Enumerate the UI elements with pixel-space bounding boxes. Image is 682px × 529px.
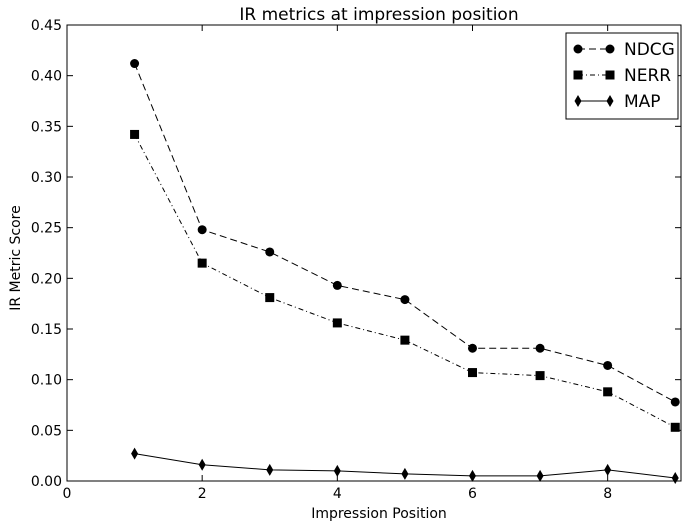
legend-nerr-marker: [605, 70, 615, 80]
legend-nerr-label: NERR: [624, 66, 671, 86]
legend-ndcg-label: NDCG: [624, 40, 675, 60]
legend-map-label: MAP: [624, 92, 661, 112]
y-tick-label: 0.45: [31, 18, 62, 34]
ndcg-data-point: [467, 343, 477, 353]
axes-frame: [66, 24, 682, 482]
nerr-data-point: [130, 129, 140, 139]
legend-map-marker: [574, 95, 582, 107]
y-tick-label: 0.20: [31, 271, 62, 287]
nerr-data-point: [670, 422, 680, 432]
map-data-point: [468, 469, 476, 482]
map-data-point: [604, 463, 612, 476]
nerr-data-point: [603, 387, 613, 397]
x-tick-label: 8: [603, 486, 612, 502]
nerr-series-line: [134, 134, 676, 428]
ndcg-data-point: [400, 295, 410, 305]
legend-ndcg-marker: [573, 44, 583, 54]
map-data-point: [671, 471, 679, 484]
nerr-data-point: [535, 371, 545, 381]
ndcg-data-point: [130, 59, 140, 69]
map-data-point: [131, 447, 139, 460]
ndcg-series-line: [134, 63, 676, 403]
y-tick-label: 0.25: [31, 221, 62, 237]
ndcg-data-point: [535, 343, 545, 353]
y-tick-label: 0.15: [31, 322, 62, 338]
nerr-data-point: [197, 258, 207, 268]
plot-area: 0 2 4 6 8 0.00 0.05 0.10 0.15 0.20 0.25 0.30 0.35 0.4…: [31, 18, 682, 502]
y-axis-label: IR Metric Score: [8, 205, 24, 311]
y-tick-label: 0.10: [31, 373, 62, 389]
map-data-point: [266, 463, 274, 476]
legend-nerr-marker: [573, 70, 583, 80]
ndcg-data-point: [670, 397, 680, 407]
nerr-data-point: [265, 293, 275, 303]
legend-box: [565, 32, 679, 120]
ndcg-data-point: [603, 360, 613, 370]
legend-ndcg-marker: [605, 44, 615, 54]
nerr-data-point: [332, 318, 342, 328]
map-data-point: [401, 467, 409, 480]
y-tick-label: 0.30: [31, 170, 62, 186]
nerr-data-point: [400, 335, 410, 345]
x-tick-label: 6: [468, 486, 477, 502]
y-tick-label: 0.00: [31, 474, 62, 490]
x-tick-label: 0: [63, 486, 72, 502]
y-tick-label: 0.35: [31, 119, 62, 135]
map-data-point: [333, 464, 341, 477]
x-tick-label: 4: [333, 486, 342, 502]
map-data-point: [536, 469, 544, 482]
map-data-point: [198, 458, 206, 471]
ndcg-data-point: [265, 247, 275, 257]
x-axis-label: Impression Position: [311, 506, 447, 522]
x-tick-label: 2: [198, 486, 207, 502]
nerr-data-point: [467, 368, 477, 378]
ndcg-data-point: [332, 280, 342, 290]
y-tick-label: 0.05: [31, 423, 62, 439]
chart-title: IR metrics at impression position: [239, 5, 518, 25]
y-tick-label: 0.40: [31, 69, 62, 85]
ndcg-data-point: [197, 225, 207, 235]
legend-map-marker: [606, 95, 614, 107]
